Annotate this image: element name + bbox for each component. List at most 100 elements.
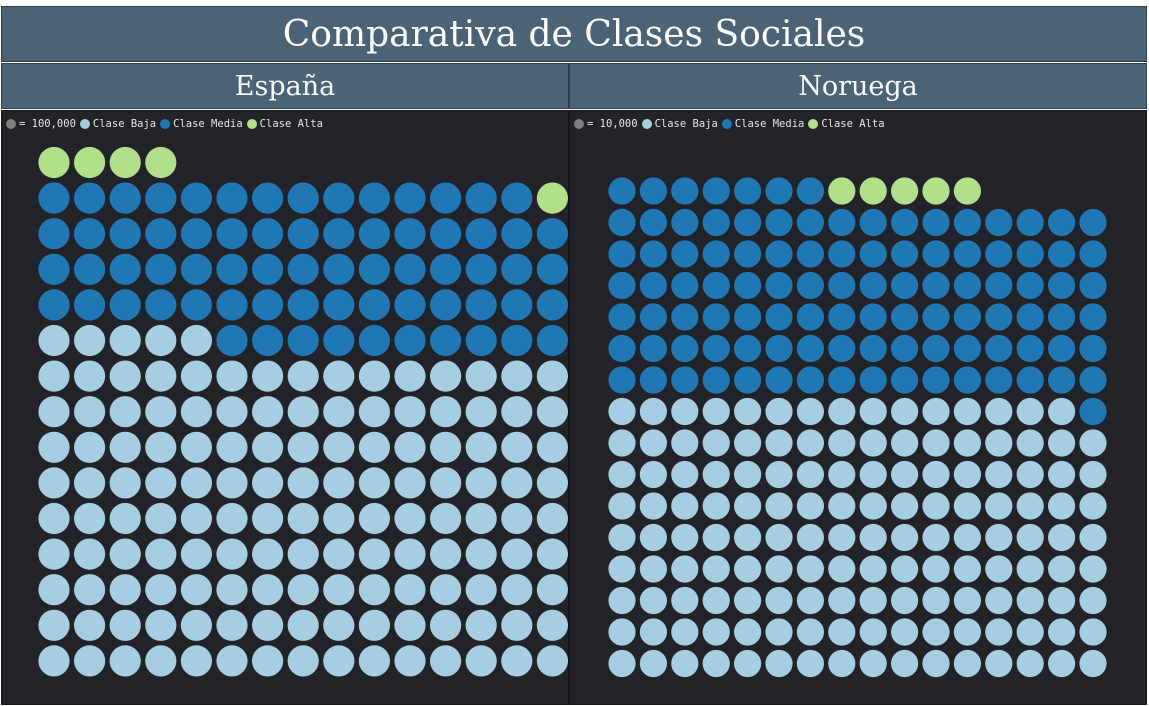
waffle-dot-media bbox=[891, 208, 919, 237]
waffle-dot-baja bbox=[859, 492, 887, 520]
waffle-dot-baja bbox=[74, 431, 106, 463]
waffle-dot-baja bbox=[180, 609, 212, 641]
waffle-dot-media bbox=[287, 182, 319, 214]
waffle-dot-baja bbox=[859, 618, 887, 646]
waffle-dot-baja bbox=[394, 609, 426, 641]
waffle-dot-baja bbox=[702, 397, 730, 426]
waffle-dot-baja bbox=[953, 586, 981, 615]
waffle-dot-media bbox=[922, 303, 950, 331]
waffle-dot-baja bbox=[639, 460, 667, 489]
waffle-dot-baja bbox=[765, 555, 793, 583]
waffle-dot-media bbox=[216, 289, 248, 321]
waffle-dot-baja bbox=[1048, 555, 1076, 583]
waffle-dot-alta bbox=[74, 146, 106, 179]
waffle-panel-spain: = 100,000 Clase Baja Clase Media Clase A… bbox=[1, 110, 569, 705]
waffle-dot-baja bbox=[828, 618, 856, 646]
waffle-dot-baja bbox=[953, 555, 981, 583]
waffle-dot-baja bbox=[1048, 460, 1076, 489]
waffle-dot-baja bbox=[109, 609, 141, 641]
waffle-dot-baja bbox=[145, 431, 177, 463]
legend-item-alta: Clase Alta bbox=[808, 118, 885, 130]
waffle-dot-baja bbox=[671, 523, 699, 552]
waffle-dot-baja bbox=[394, 574, 426, 606]
waffle-dot-media bbox=[671, 366, 699, 394]
waffle-dot-baja bbox=[953, 523, 981, 552]
waffle-dot-media bbox=[323, 182, 355, 214]
waffle-dot-baja bbox=[828, 649, 856, 678]
waffle-dot-baja bbox=[985, 523, 1013, 552]
waffle-dot-baja bbox=[358, 396, 390, 428]
waffle-dot-baja bbox=[287, 431, 319, 463]
waffle-dot-baja bbox=[1079, 460, 1107, 489]
baja-dot-icon bbox=[79, 119, 90, 129]
waffle-dot-media bbox=[501, 253, 533, 285]
waffle-dot-baja bbox=[430, 360, 462, 392]
waffle-dot-baja bbox=[796, 618, 824, 646]
legend-item-baja: Clase Baja bbox=[79, 118, 156, 130]
waffle-dot-media bbox=[828, 334, 856, 363]
waffle-dot-baja bbox=[358, 538, 390, 570]
baja-dot-icon bbox=[641, 119, 652, 129]
waffle-dot-media bbox=[1016, 208, 1044, 237]
waffle-dot-baja bbox=[1079, 429, 1107, 457]
waffle-dot-media bbox=[828, 271, 856, 300]
waffle-dot-baja bbox=[358, 431, 390, 463]
waffle-dot-media bbox=[1048, 303, 1076, 331]
waffle-dot-media bbox=[702, 177, 730, 205]
waffle-dot-media bbox=[985, 303, 1013, 331]
waffle-dot-media bbox=[536, 218, 568, 250]
waffle-dot-baja bbox=[358, 574, 390, 606]
waffle-dot-media bbox=[734, 334, 762, 363]
panel-title-norway: Noruega bbox=[569, 63, 1147, 109]
waffle-dot-baja bbox=[501, 645, 533, 677]
waffle-dot-alta bbox=[38, 146, 70, 179]
waffle-dot-media bbox=[358, 324, 390, 357]
waffle-dot-baja bbox=[145, 396, 177, 428]
waffle-dot-media bbox=[639, 240, 667, 268]
waffle-dot-baja bbox=[1016, 523, 1044, 552]
waffle-dot-baja bbox=[828, 397, 856, 426]
waffle-dot-baja bbox=[671, 649, 699, 678]
waffle-dot-baja bbox=[501, 574, 533, 606]
waffle-dot-media bbox=[922, 366, 950, 394]
waffle-dot-baja bbox=[671, 555, 699, 583]
waffle-dot-baja bbox=[74, 396, 106, 428]
waffle-dot-media bbox=[252, 253, 284, 285]
waffle-dot-media bbox=[765, 334, 793, 363]
legend-spain: = 100,000 Clase Baja Clase Media Clase A… bbox=[6, 117, 327, 131]
waffle-dot-baja bbox=[501, 396, 533, 428]
waffle-dot-baja bbox=[465, 538, 497, 570]
waffle-dot-baja bbox=[323, 502, 355, 535]
waffle-dot-media bbox=[828, 208, 856, 237]
waffle-dot-media bbox=[287, 324, 319, 357]
waffle-dot-media bbox=[702, 271, 730, 300]
waffle-dot-baja bbox=[252, 538, 284, 570]
waffle-dot-media bbox=[734, 240, 762, 268]
waffle-dot-baja bbox=[765, 429, 793, 457]
waffle-dot-baja bbox=[859, 649, 887, 678]
waffle-dot-baja bbox=[465, 396, 497, 428]
waffle-dot-baja bbox=[216, 574, 248, 606]
waffle-dot-media bbox=[639, 271, 667, 300]
alta-dot-icon bbox=[808, 119, 819, 129]
waffle-dot-media bbox=[639, 334, 667, 363]
waffle-dot-baja bbox=[985, 649, 1013, 678]
waffle-dot-baja bbox=[1079, 649, 1107, 678]
waffle-dot-baja bbox=[180, 538, 212, 570]
waffle-dot-baja bbox=[608, 397, 636, 426]
waffle-dot-media bbox=[671, 303, 699, 331]
waffle-dot-baja bbox=[671, 492, 699, 520]
legend-unit-label: = 100,000 bbox=[19, 118, 76, 130]
waffle-dot-media bbox=[859, 271, 887, 300]
waffle-dot-baja bbox=[639, 649, 667, 678]
waffle-dot-baja bbox=[891, 523, 919, 552]
waffle-dot-baja bbox=[765, 586, 793, 615]
waffle-dot-media bbox=[501, 218, 533, 250]
waffle-dot-media bbox=[252, 218, 284, 250]
waffle-dot-baja bbox=[252, 645, 284, 677]
waffle-dot-alta bbox=[922, 177, 950, 205]
waffle-dot-baja bbox=[702, 618, 730, 646]
waffle-dot-media bbox=[430, 182, 462, 214]
waffle-dot-baja bbox=[1048, 523, 1076, 552]
waffle-dot-baja bbox=[252, 502, 284, 535]
